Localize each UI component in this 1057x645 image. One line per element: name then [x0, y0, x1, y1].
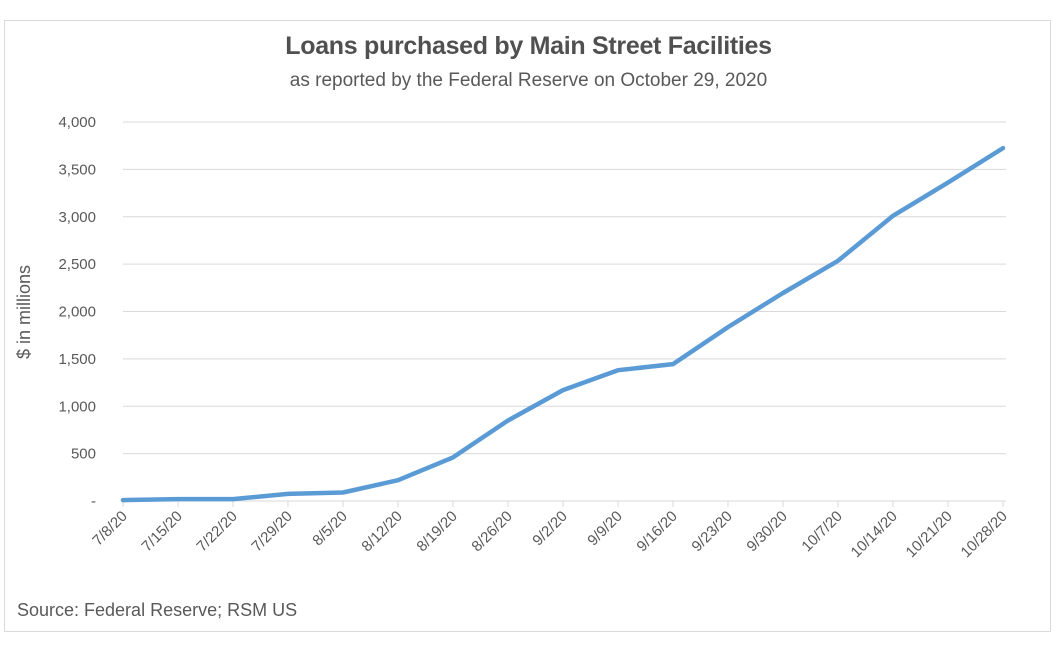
- chart-subtitle: as reported by the Federal Reserve on Oc…: [289, 70, 768, 91]
- x-axis-ticks: 7/8/20 7/15/20 7/22/20 7/29/20 8/5/20 8/12/20…: [89, 508, 1011, 561]
- x-tick-label: 9/30/20: [743, 508, 790, 555]
- x-tick-label: 8/12/20: [358, 508, 405, 555]
- y-tick-label: 4,000: [58, 114, 96, 131]
- x-tick-label: 9/9/20: [584, 508, 626, 550]
- chart-title: Loans purchased by Main Street Facilitie…: [285, 32, 772, 60]
- x-tick-label: 9/2/20: [529, 508, 571, 550]
- x-tick-label: 8/5/20: [309, 508, 351, 550]
- x-tick-label: 9/16/20: [633, 508, 680, 555]
- y-tick-label: 1,500: [58, 351, 96, 368]
- x-tick-label: 7/29/20: [248, 508, 295, 555]
- x-tick-label: 8/26/20: [468, 508, 515, 555]
- y-tick-label: 3,000: [58, 209, 96, 226]
- x-axis: [122, 500, 1006, 507]
- x-tick-label: 10/28/20: [958, 508, 1011, 561]
- x-tick-label: 8/19/20: [413, 508, 460, 555]
- y-tick-label: 500: [71, 446, 96, 463]
- source-note: Source: Federal Reserve; RSM US: [17, 600, 298, 620]
- x-tick-label: 7/22/20: [193, 508, 240, 555]
- gridlines: [123, 121, 1006, 455]
- y-tick-label: 2,000: [58, 304, 96, 321]
- x-tick-label: 10/7/20: [798, 508, 845, 555]
- y-tick-label: -: [91, 493, 96, 510]
- y-axis-label: $ in millions: [14, 265, 34, 359]
- series-line: [120, 145, 1006, 503]
- y-tick-label: 2,500: [58, 256, 96, 273]
- x-tick-label: 10/14/20: [848, 508, 901, 561]
- y-tick-label: 3,500: [58, 161, 96, 178]
- x-tick-label: 7/15/20: [138, 508, 185, 555]
- x-tick-label: 7/8/20: [89, 508, 131, 550]
- x-tick-label: 9/23/20: [688, 508, 735, 555]
- y-tick-label: 1,000: [58, 398, 96, 415]
- x-tick-label: 10/21/20: [903, 508, 956, 561]
- y-axis-ticks: - 500 1,000 1,500 2,000 2,500 3,000 3,500 4,000: [58, 114, 96, 510]
